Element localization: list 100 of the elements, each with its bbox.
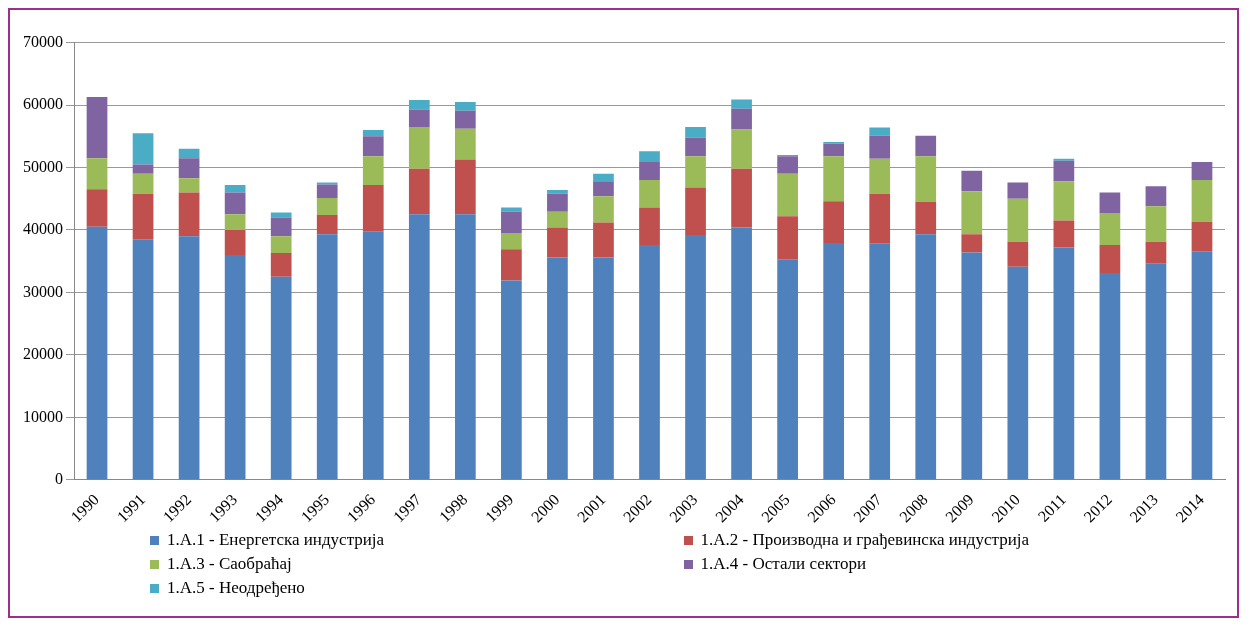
bar: [224, 192, 246, 215]
bar: [501, 249, 522, 281]
bar: [1053, 160, 1075, 182]
bar: [408, 126, 430, 169]
bar: [270, 217, 292, 237]
x-tick-label: 2011: [1034, 490, 1069, 525]
bar: [132, 239, 154, 480]
bar: [593, 196, 614, 223]
bar: [823, 143, 845, 157]
bar: [685, 137, 706, 157]
bar: [86, 158, 108, 190]
bar: [362, 130, 384, 137]
bar: [685, 234, 706, 480]
bar: [224, 254, 246, 480]
bar: [501, 207, 522, 212]
bar: [593, 257, 614, 480]
bar: [869, 158, 891, 194]
y-tick-label: 10000: [23, 407, 63, 425]
bar: [547, 190, 568, 194]
bar: [1007, 266, 1029, 480]
y-tick-label: 40000: [23, 220, 63, 238]
bar: [178, 148, 200, 159]
bar: [547, 257, 568, 480]
bar: [639, 207, 660, 245]
bar: [178, 192, 200, 237]
bar: [1145, 206, 1167, 242]
bar: [777, 259, 798, 480]
bar: [593, 181, 614, 197]
bar: [1099, 244, 1121, 274]
y-tick-label: 20000: [23, 345, 63, 363]
bar: [1191, 180, 1213, 222]
x-tick-label: 1999: [481, 490, 517, 526]
bar: [1191, 161, 1213, 180]
bar: [1145, 241, 1167, 264]
bar: [1099, 192, 1121, 214]
bar: [823, 156, 845, 202]
bar: [132, 133, 154, 165]
bar: [224, 214, 246, 230]
bar: [869, 193, 891, 244]
bar: [86, 96, 108, 159]
bar: [408, 109, 430, 127]
bar: [224, 185, 246, 193]
y-tick-label: 0: [55, 470, 63, 487]
y-tick-label: 70000: [23, 32, 63, 50]
bar: [501, 280, 522, 480]
bar: [1007, 198, 1029, 242]
legend-label: 1.A.2 - Производна и грађевинска индустрија: [700, 530, 1030, 550]
bar: [362, 136, 384, 157]
bar: [1099, 273, 1121, 480]
bar: [961, 234, 983, 253]
bar: [777, 156, 798, 174]
bar: [915, 201, 937, 235]
bar: [1145, 186, 1167, 207]
bar: [547, 211, 568, 228]
bar: [547, 193, 568, 212]
bar: [132, 164, 154, 174]
bar: [454, 110, 476, 129]
bar: [454, 128, 476, 160]
bar: [639, 151, 660, 162]
bar: [731, 227, 752, 480]
bar: [1145, 263, 1167, 480]
bar: [1053, 220, 1075, 248]
bar: [178, 158, 200, 179]
bar: [454, 214, 476, 480]
bar: [731, 168, 752, 228]
bar: [408, 214, 430, 480]
bar: [685, 126, 706, 138]
bar: [639, 161, 660, 180]
bar: [869, 243, 891, 480]
legend-label: 1.A.4 - Остали сектори: [700, 554, 867, 574]
bar: [731, 129, 752, 169]
bar: [1099, 213, 1121, 245]
bar: [86, 189, 108, 227]
bar: [823, 201, 845, 244]
bar: [270, 236, 292, 254]
bar: [1007, 182, 1029, 199]
x-tick-label: 1991: [113, 490, 149, 526]
bar: [869, 127, 891, 136]
bar: [408, 100, 430, 110]
bar: [270, 276, 292, 480]
bar: [270, 212, 292, 218]
bar: [316, 184, 338, 199]
y-tick-label: 60000: [23, 95, 63, 113]
legend-label: 1.A.5 - Неодређено: [167, 578, 305, 598]
bar: [408, 168, 430, 215]
bar: [1007, 241, 1029, 267]
bar: [132, 173, 154, 194]
bar: [316, 234, 338, 480]
bar: [915, 156, 937, 202]
bar: [593, 173, 614, 182]
bar: [178, 236, 200, 480]
bar: [1191, 221, 1213, 252]
bar: [961, 252, 983, 480]
bar: [869, 135, 891, 159]
bar: [224, 229, 246, 255]
bar: [685, 187, 706, 235]
bar: [1053, 181, 1075, 221]
bar: [86, 226, 108, 480]
bar: [362, 156, 384, 185]
bar: [777, 216, 798, 260]
